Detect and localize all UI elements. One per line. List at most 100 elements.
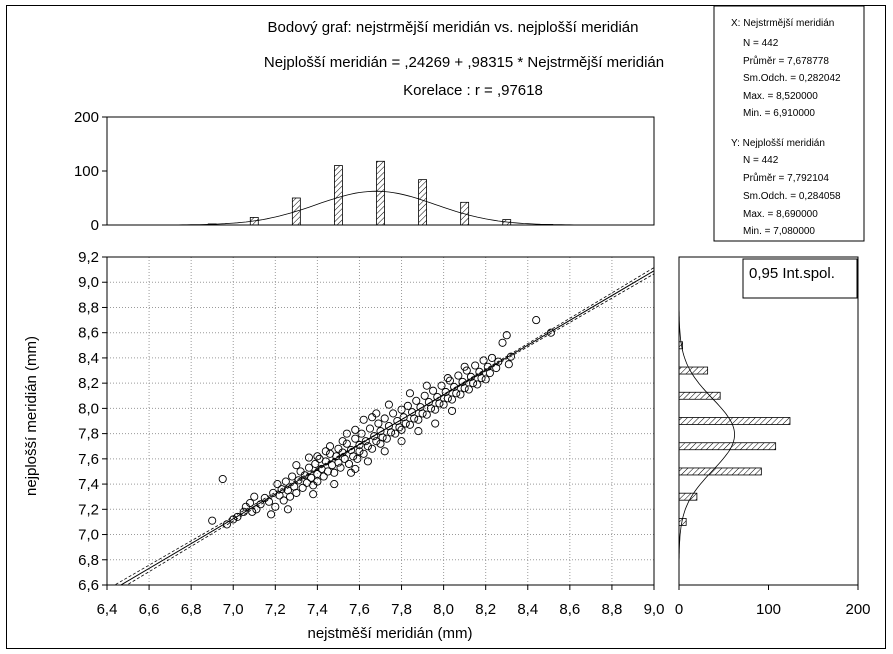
data-point xyxy=(311,459,320,468)
x-tick-label: 8,6 xyxy=(559,601,580,618)
data-point xyxy=(313,452,322,461)
data-point xyxy=(222,520,231,529)
x-tick-label: 6,8 xyxy=(181,601,202,618)
stats-x-line: Max. = 8,520000 xyxy=(743,91,818,102)
x-tick-label: 8,8 xyxy=(601,601,622,618)
x-tick-label: 7,6 xyxy=(349,601,370,618)
data-point xyxy=(334,444,343,453)
right-hist-bar xyxy=(678,391,721,400)
data-point xyxy=(338,437,347,446)
x-tick-label: 7,0 xyxy=(223,601,244,618)
data-point xyxy=(412,396,421,405)
data-point xyxy=(494,357,503,366)
data-point xyxy=(292,461,301,470)
top-normal-curve xyxy=(107,190,654,226)
top-hist-tick-label: 0 xyxy=(91,217,99,234)
data-point xyxy=(378,433,387,442)
data-point xyxy=(460,362,469,371)
data-point xyxy=(246,498,255,508)
data-point xyxy=(426,404,436,413)
data-point xyxy=(256,500,265,509)
data-point xyxy=(355,447,364,456)
data-point xyxy=(502,331,511,340)
data-point xyxy=(248,507,257,516)
data-point xyxy=(435,399,444,408)
right-hist-tick-label: 200 xyxy=(845,601,870,618)
data-point xyxy=(386,428,396,437)
data-point xyxy=(391,429,400,438)
data-point xyxy=(323,467,332,476)
data-point xyxy=(309,490,318,499)
right-hist-tick-label: 100 xyxy=(756,601,781,618)
data-point xyxy=(233,512,242,521)
x-tick-label: 6,4 xyxy=(97,601,118,618)
chart-title-line-1: Bodový graf: nejstrmější meridián vs. ne… xyxy=(268,19,639,36)
data-point xyxy=(384,400,393,409)
y-tick-label: 7,0 xyxy=(78,527,99,544)
data-point xyxy=(439,400,448,409)
data-point xyxy=(469,379,478,388)
right-hist-bar xyxy=(678,467,762,476)
right-hist-tick-label: 0 xyxy=(675,601,683,618)
data-point xyxy=(397,425,406,434)
data-point xyxy=(277,485,286,494)
data-point xyxy=(477,374,486,383)
top-histogram: 0 100 200 xyxy=(74,109,655,234)
y-tick-label: 6,8 xyxy=(78,552,99,569)
data-point xyxy=(464,385,473,394)
right-hist-bar xyxy=(678,442,777,451)
data-point xyxy=(452,389,461,398)
data-point xyxy=(271,502,280,511)
data-point xyxy=(351,425,360,434)
confidence-band-upper xyxy=(126,267,654,585)
data-point xyxy=(473,380,482,389)
y-tick-label: 7,2 xyxy=(78,501,99,518)
y-tick-label: 6,6 xyxy=(78,577,99,594)
data-point xyxy=(389,409,398,418)
data-point xyxy=(471,361,480,370)
data-point xyxy=(273,480,282,489)
data-point xyxy=(380,447,389,456)
data-point xyxy=(307,473,316,482)
data-point xyxy=(372,437,381,446)
plot-area-border xyxy=(106,256,655,586)
data-point xyxy=(292,488,301,497)
data-point xyxy=(422,410,431,419)
data-point xyxy=(351,464,360,473)
data-point xyxy=(288,472,297,481)
data-point xyxy=(405,420,415,429)
data-point xyxy=(363,442,372,451)
data-point xyxy=(285,492,295,501)
data-point xyxy=(313,477,322,486)
stats-x-line: N = 442 xyxy=(743,38,779,49)
data-point xyxy=(355,440,364,450)
chart-title-line-3: Korelace : r = ,97618 xyxy=(403,82,543,99)
chart-frame: Bodový graf: nejstrmější meridián vs. ne… xyxy=(6,5,886,649)
data-point xyxy=(395,423,404,432)
data-point xyxy=(296,467,305,476)
data-point xyxy=(330,468,339,477)
top-hist-tick-label: 200 xyxy=(74,109,99,126)
data-point xyxy=(279,496,288,505)
data-point xyxy=(532,316,541,325)
data-point xyxy=(294,476,303,485)
data-point xyxy=(429,386,438,395)
data-point xyxy=(321,447,330,456)
data-point xyxy=(410,414,419,423)
data-point xyxy=(443,394,452,403)
data-point xyxy=(431,405,440,414)
data-point xyxy=(462,366,471,375)
data-point xyxy=(420,391,429,400)
data-point xyxy=(281,477,290,486)
data-point xyxy=(368,413,377,422)
y-tick-label: 9,2 xyxy=(78,249,99,266)
data-point xyxy=(336,463,345,472)
data-point xyxy=(418,409,427,418)
x-tick-label: 8,2 xyxy=(475,601,496,618)
data-point xyxy=(365,424,375,433)
data-point xyxy=(342,439,351,448)
stats-y-line: N = 442 xyxy=(743,155,779,166)
regression-lines xyxy=(113,267,654,585)
y-tick-label: 8,2 xyxy=(78,375,99,392)
stats-y-line: Max. = 8,690000 xyxy=(743,209,818,220)
